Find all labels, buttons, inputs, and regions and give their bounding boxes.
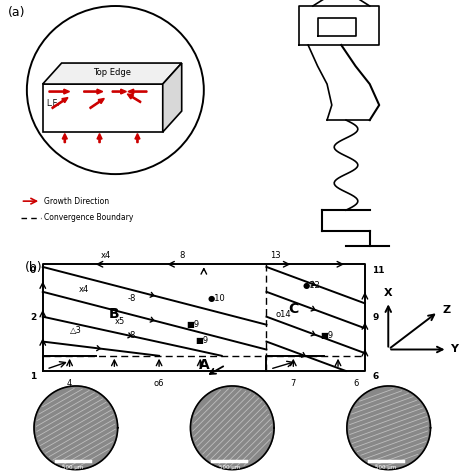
Text: Top Edge: Top Edge (93, 68, 131, 76)
Text: (b): (b) (25, 261, 43, 273)
FancyArrow shape (128, 94, 141, 102)
Polygon shape (266, 356, 324, 371)
Text: 500 μm: 500 μm (219, 465, 240, 470)
Text: -8: -8 (128, 331, 137, 340)
Text: x4: x4 (100, 251, 110, 260)
FancyArrow shape (112, 89, 127, 94)
Text: ■9: ■9 (186, 320, 199, 329)
Text: Convergence Boundary: Convergence Boundary (44, 213, 134, 222)
Text: B: B (109, 307, 119, 321)
FancyArrow shape (84, 89, 103, 94)
Text: 4: 4 (67, 379, 72, 388)
FancyArrow shape (97, 134, 102, 143)
Text: △3: △3 (70, 326, 82, 335)
Text: (a): (a) (8, 6, 26, 19)
Text: 500 μm: 500 μm (375, 465, 396, 470)
Polygon shape (43, 63, 182, 84)
Text: x5: x5 (114, 317, 125, 326)
Text: 6: 6 (372, 372, 378, 381)
Text: 9: 9 (372, 313, 378, 322)
Polygon shape (163, 63, 182, 132)
Text: ■9: ■9 (195, 336, 208, 345)
Text: 0: 0 (30, 266, 36, 275)
FancyArrow shape (49, 89, 70, 94)
Text: 11: 11 (372, 266, 384, 275)
Polygon shape (34, 386, 118, 470)
FancyArrow shape (128, 89, 147, 94)
Text: Z: Z (443, 305, 451, 315)
Text: A: A (199, 358, 209, 372)
Text: Y: Y (451, 345, 458, 355)
Text: 6: 6 (353, 379, 359, 388)
Polygon shape (43, 84, 163, 132)
Text: 7: 7 (291, 379, 296, 388)
FancyArrow shape (135, 134, 140, 143)
Polygon shape (43, 356, 96, 371)
Text: Growth Direction: Growth Direction (44, 197, 109, 206)
Text: ●10: ●10 (208, 293, 225, 302)
Text: C: C (288, 301, 299, 316)
Text: -8: -8 (128, 293, 137, 302)
FancyArrow shape (62, 134, 67, 143)
Text: o14: o14 (275, 310, 291, 319)
Text: o6: o6 (154, 379, 164, 388)
Text: B: B (260, 459, 266, 468)
Text: 500 μm: 500 μm (63, 465, 83, 470)
Polygon shape (191, 386, 274, 470)
Text: 1: 1 (30, 372, 36, 381)
Polygon shape (347, 386, 430, 470)
FancyArrow shape (90, 99, 104, 109)
Text: B: B (104, 459, 109, 468)
Text: ●12: ●12 (302, 281, 320, 290)
FancyArrow shape (52, 98, 68, 109)
Text: C: C (416, 459, 423, 468)
Circle shape (27, 6, 204, 174)
Text: 13: 13 (270, 251, 281, 260)
Text: 8: 8 (180, 251, 185, 260)
Text: 2: 2 (30, 313, 36, 322)
Text: x4: x4 (79, 285, 89, 293)
Text: X: X (384, 288, 392, 298)
Text: L.E.: L.E. (46, 99, 60, 108)
Text: ■9: ■9 (320, 331, 333, 340)
